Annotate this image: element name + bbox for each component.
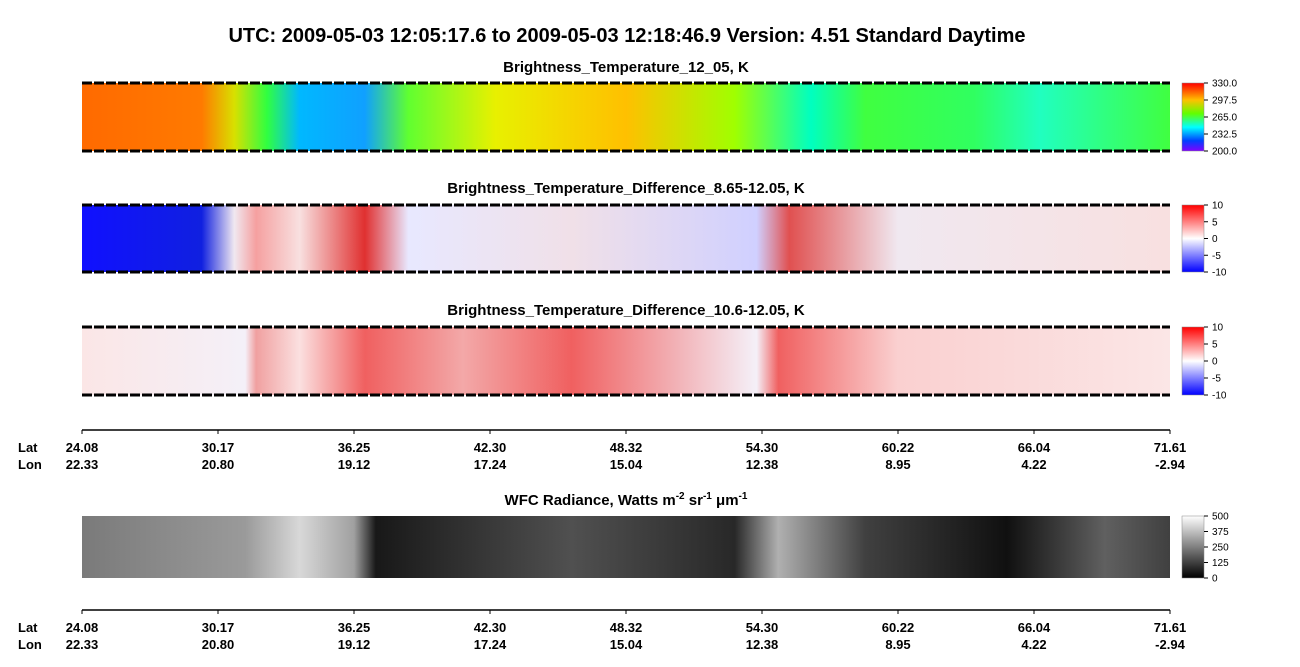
- panel-title: Brightness_Temperature_12_05, K: [503, 59, 749, 76]
- lon-label: 20.80: [202, 457, 235, 472]
- lat-label: 66.04: [1018, 620, 1051, 635]
- lat-label: 36.25: [338, 440, 371, 455]
- colorbar-label: 0: [1212, 574, 1218, 585]
- swath-image: [82, 83, 1170, 151]
- colorbar-label: 10: [1212, 323, 1224, 334]
- lat-label: 30.17: [202, 440, 235, 455]
- lon-label: 22.33: [66, 637, 99, 652]
- lon-label: 4.22: [1021, 457, 1046, 472]
- lon-label: 4.22: [1021, 637, 1046, 652]
- colorbar-label: -5: [1212, 251, 1221, 262]
- lat-label: 54.30: [746, 440, 779, 455]
- lat-label: 54.30: [746, 620, 779, 635]
- lat-label: 71.61: [1154, 440, 1187, 455]
- lon-label: 20.80: [202, 637, 235, 652]
- colorbar-label: -10: [1212, 391, 1227, 402]
- lon-label: 17.24: [474, 457, 507, 472]
- colorbar-label: 5: [1212, 340, 1218, 351]
- colorbar-label: 232.5: [1212, 130, 1237, 141]
- lat-label: 24.08: [66, 440, 99, 455]
- lat-label: 36.25: [338, 620, 371, 635]
- panel-title: Brightness_Temperature_Difference_10.6-1…: [447, 302, 805, 319]
- colorbar-label: 297.5: [1212, 96, 1237, 107]
- colorbar-label: 5: [1212, 217, 1218, 228]
- lon-label: 12.38: [746, 457, 779, 472]
- colorbar-label: 10: [1212, 201, 1224, 212]
- colorbar: [1181, 326, 1205, 396]
- lat-label: 48.32: [610, 620, 643, 635]
- colorbar-label: 125: [1212, 558, 1229, 569]
- colorbar-label: -5: [1212, 374, 1221, 385]
- axis-label: Lon: [18, 457, 42, 472]
- colorbar-label: -10: [1212, 268, 1227, 279]
- lon-label: -2.94: [1155, 457, 1185, 472]
- colorbar-label: 330.0: [1212, 79, 1237, 90]
- colorbar-label: 500: [1212, 512, 1229, 523]
- superscript: -1: [739, 491, 748, 502]
- swath-image: [82, 327, 1170, 395]
- figure-title: UTC: 2009-05-03 12:05:17.6 to 2009-05-03…: [228, 25, 1025, 47]
- colorbar-label: 250: [1212, 543, 1229, 554]
- lon-label: 19.12: [338, 457, 371, 472]
- lon-label: 17.24: [474, 637, 507, 652]
- lon-label: 19.12: [338, 637, 371, 652]
- lon-label: 12.38: [746, 637, 779, 652]
- title-part: μm: [712, 492, 739, 509]
- colorbar-label: 265.0: [1212, 113, 1237, 124]
- superscript: -1: [703, 491, 712, 502]
- title-part: sr: [685, 492, 704, 509]
- lon-label: -2.94: [1155, 637, 1185, 652]
- lat-label: 42.30: [474, 620, 507, 635]
- colorbar: [1181, 82, 1205, 152]
- panel-title: Brightness_Temperature_Difference_8.65-1…: [447, 180, 805, 197]
- lat-label: 60.22: [882, 440, 915, 455]
- swath-image: [82, 205, 1170, 272]
- lat-label: 42.30: [474, 440, 507, 455]
- axis-label: Lat: [18, 620, 38, 635]
- panel-title: WFC Radiance, Watts m-2 sr-1 μm-1: [505, 491, 748, 509]
- colorbar-label: 0: [1212, 357, 1218, 368]
- colorbar-label: 0: [1212, 234, 1218, 245]
- lon-label: 8.95: [885, 457, 910, 472]
- lon-label: 22.33: [66, 457, 99, 472]
- colorbar: [1181, 204, 1205, 273]
- lon-label: 15.04: [610, 457, 643, 472]
- superscript: -2: [676, 491, 685, 502]
- lat-label: 71.61: [1154, 620, 1187, 635]
- lat-label: 48.32: [610, 440, 643, 455]
- colorbar-label: 375: [1212, 527, 1229, 538]
- lon-label: 8.95: [885, 637, 910, 652]
- lat-label: 24.08: [66, 620, 99, 635]
- lat-label: 60.22: [882, 620, 915, 635]
- colorbar: [1181, 515, 1205, 579]
- title-part: WFC Radiance, Watts m: [505, 492, 676, 509]
- lat-label: 30.17: [202, 620, 235, 635]
- colorbar-label: 200.0: [1212, 147, 1237, 158]
- lon-label: 15.04: [610, 637, 643, 652]
- lat-label: 66.04: [1018, 440, 1051, 455]
- axis-label: Lon: [18, 637, 42, 652]
- swath-image: [82, 516, 1170, 578]
- axis-label: Lat: [18, 440, 38, 455]
